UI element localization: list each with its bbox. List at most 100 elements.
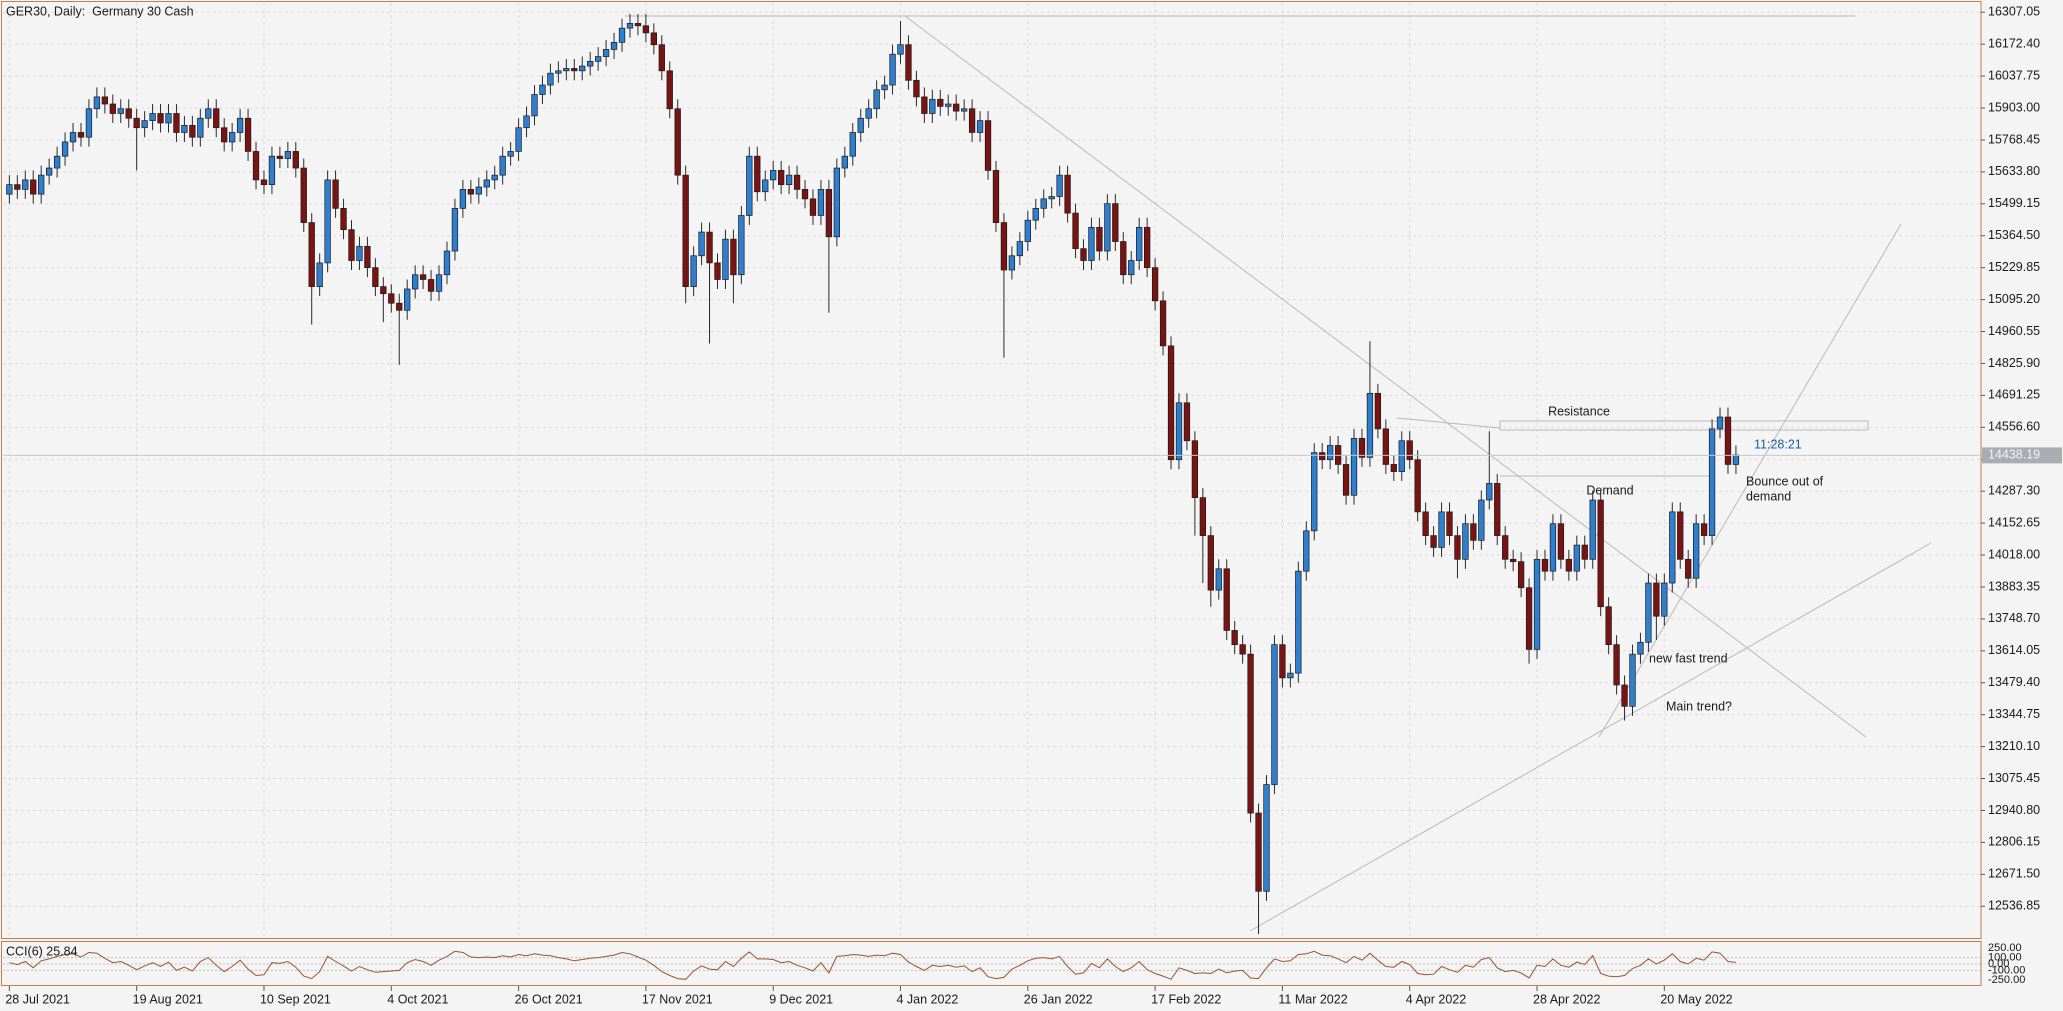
y-tick-label: 16307.05: [1988, 5, 2040, 19]
candle-body: [1056, 174, 1063, 197]
candle-body: [1016, 241, 1023, 257]
candle-body: [1557, 523, 1565, 560]
candle-body: [1350, 438, 1358, 496]
candle-body: [1438, 511, 1445, 548]
annotation: new fast trend: [1649, 651, 1728, 665]
candle-body: [1040, 198, 1047, 209]
candle-body: [1358, 438, 1366, 458]
drawings: [625, 15, 1932, 932]
candle-body: [1597, 499, 1604, 608]
candle-body: [1621, 684, 1628, 707]
candle-body: [1072, 212, 1079, 250]
candle-body: [300, 167, 307, 223]
candle-body: [451, 208, 459, 252]
candle-body: [372, 267, 379, 287]
candle-body: [117, 108, 124, 114]
candle-body: [976, 120, 984, 133]
candle-body: [706, 231, 713, 264]
candle-body: [849, 132, 856, 157]
candle-body: [968, 108, 976, 133]
y-tick-label: 15499.15: [1988, 196, 2040, 210]
candle-body: [610, 42, 618, 50]
candle-body: [483, 179, 490, 188]
x-tick-label: 17 Feb 2022: [1151, 992, 1221, 1006]
candle-body: [316, 262, 323, 287]
candle-body: [221, 127, 228, 143]
candle-body: [1255, 812, 1262, 892]
candle-body: [1661, 582, 1668, 617]
y-tick-label: 16037.75: [1988, 68, 2040, 82]
candle-body: [491, 174, 498, 181]
candle-body: [1589, 499, 1596, 560]
candle-body: [785, 174, 793, 185]
trend-line: [904, 15, 1867, 738]
candle-body: [435, 274, 443, 292]
candle-body: [1422, 511, 1429, 536]
y-tick-label: 14691.25: [1988, 388, 2040, 402]
candle-body: [1287, 672, 1294, 679]
candle-body: [77, 132, 85, 138]
y-tick-label: 13748.70: [1988, 611, 2040, 625]
candle-body: [666, 70, 673, 110]
candle-body: [953, 103, 960, 112]
candle-body: [945, 103, 952, 107]
x-tick-label: 28 Apr 2022: [1533, 992, 1600, 1006]
candle-body: [332, 179, 339, 209]
y-tick-label: 16172.40: [1988, 36, 2040, 50]
candle-body: [817, 189, 825, 216]
candle-body: [714, 262, 721, 280]
candle-body: [571, 68, 578, 72]
candle-body: [642, 25, 650, 34]
candle-body: [1430, 535, 1437, 548]
candle-body: [738, 215, 745, 276]
candle-body: [634, 23, 642, 27]
candle-body: [213, 108, 220, 129]
y-tick-label: 15364.50: [1988, 228, 2040, 242]
y-tick-label: 15903.00: [1988, 100, 2040, 114]
candle-body: [292, 151, 299, 169]
candle-body: [1159, 300, 1167, 347]
candle-body: [1263, 784, 1270, 892]
x-tick-label: 4 Jan 2022: [896, 992, 958, 1006]
candle-body: [1613, 644, 1620, 686]
candle-body: [53, 155, 61, 169]
candle-body: [1167, 345, 1175, 461]
candle-body: [984, 120, 992, 171]
y-tick-label: 12806.15: [1988, 835, 2040, 849]
candle-body: [618, 27, 626, 43]
annotation: Demand: [1586, 483, 1633, 497]
y-tick-label: 13344.75: [1988, 707, 2040, 721]
candle-body: [1024, 219, 1031, 242]
candle-body: [793, 174, 801, 190]
candle-body: [1565, 558, 1573, 572]
cci-title: CCI(6) 25.84: [6, 944, 78, 958]
candle-body: [30, 179, 37, 195]
current-price-box: [1982, 447, 2062, 464]
candle-body: [1605, 606, 1612, 646]
candle-body: [157, 113, 164, 124]
candle-body: [340, 208, 347, 231]
candle-body: [165, 113, 172, 124]
candle-body: [1080, 248, 1087, 261]
x-tick-label: 17 Nov 2021: [642, 992, 713, 1006]
candle-body: [658, 44, 665, 72]
candle-body: [189, 125, 196, 138]
x-tick-label: 20 May 2022: [1660, 992, 1732, 1006]
y-tick-label: 12536.85: [1988, 899, 2040, 913]
candle-body: [1549, 523, 1557, 572]
y-tick-label: 100.00: [1988, 952, 2022, 964]
candle-body: [531, 94, 538, 117]
candle-body: [1677, 511, 1684, 560]
candle-body: [1533, 558, 1541, 650]
candle-body: [61, 141, 69, 157]
candle-body: [1502, 535, 1509, 560]
candle-body: [1144, 226, 1151, 268]
candle-body: [181, 125, 188, 133]
resistance-zone: [1499, 420, 1869, 431]
candle-body: [252, 151, 260, 181]
candle-body: [1454, 535, 1461, 560]
candle-body: [937, 98, 944, 107]
y-tick-label: 15768.45: [1988, 132, 2040, 146]
candle-body: [1685, 558, 1692, 579]
candle-body: [587, 60, 594, 67]
